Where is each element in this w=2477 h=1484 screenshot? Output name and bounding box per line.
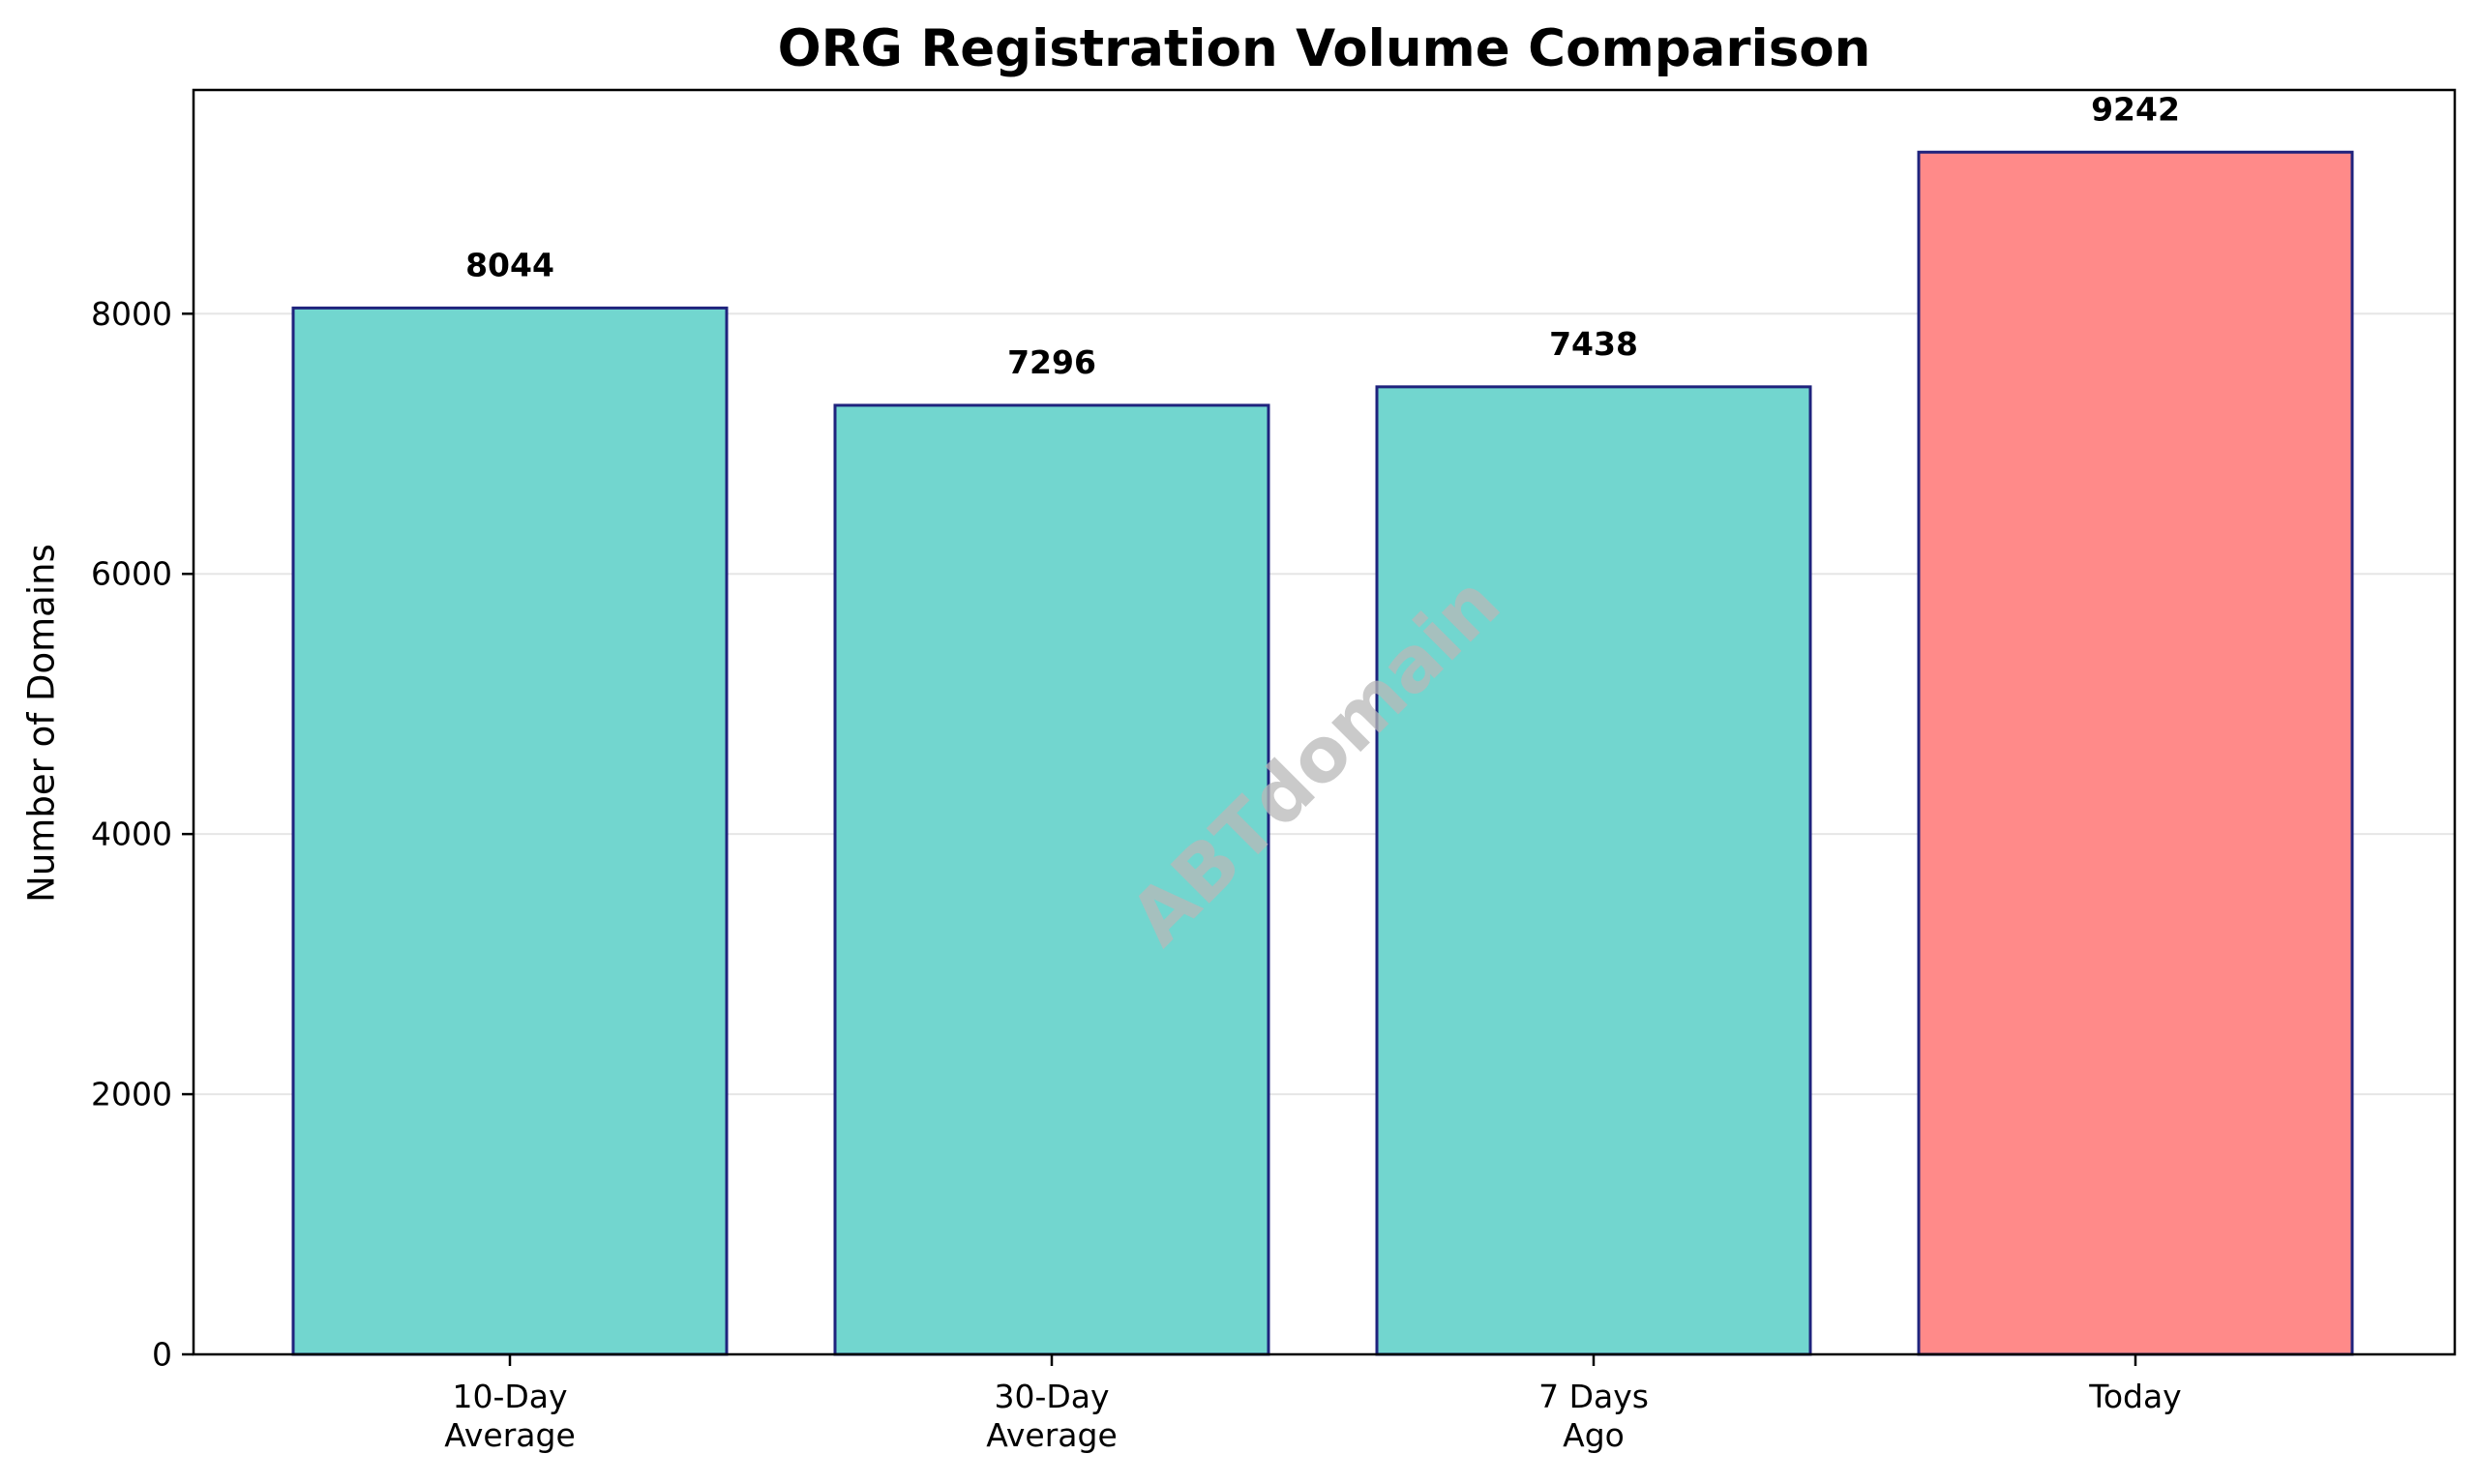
value-label: 8044 [465,246,554,283]
bar-today [1917,150,2354,1356]
y-axis-label: Number of Domains [21,544,63,903]
y-tick-label: 6000 [91,555,172,593]
y-tick-label: 4000 [91,816,172,853]
x-tick-label-line: 7 Days [1538,1378,1649,1415]
x-tick-label: Today [2088,1378,2181,1415]
x-tick-label-line: Today [2088,1378,2181,1415]
x-tick-label: 30-Day Average [986,1378,1118,1454]
x-tick-label-line: Average [444,1416,576,1454]
value-label: 7438 [1549,325,1638,363]
y-tick-label: 8000 [91,295,172,333]
chart-title: ORG Registration Volume Comparison [778,19,1871,78]
value-label: 9242 [2091,90,2180,128]
x-tick-label-line: 30-Day [994,1378,1109,1415]
x-tick-label-line: Ago [1563,1416,1625,1454]
x-tick-label-line: Average [986,1416,1118,1454]
value-labels: 8044 7296 7438 9242 [465,90,2180,381]
y-tick-label: 2000 [91,1076,172,1113]
value-label: 7296 [1007,343,1096,381]
bar-10-day-average [291,306,729,1356]
y-axis-ticks: 0 2000 4000 6000 8000 [91,295,194,1374]
bar-7-days-ago [1375,385,1812,1356]
x-tick-label-line: 10-Day [452,1378,567,1415]
plot-frame [192,88,2457,1356]
x-tick-label: 7 Days Ago [1538,1378,1649,1454]
y-tick-label: 0 [152,1336,172,1374]
bars [291,150,2354,1356]
x-tick-label: 10-Day Average [444,1378,576,1454]
